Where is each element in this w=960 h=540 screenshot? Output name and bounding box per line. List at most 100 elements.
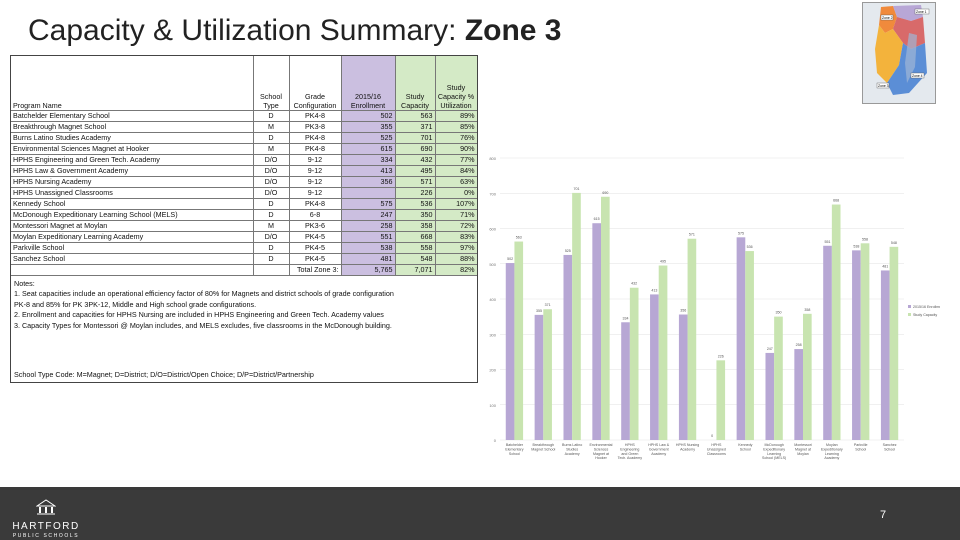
x-tick-label: Parkville School bbox=[854, 443, 868, 451]
utilization-cell: 77% bbox=[435, 154, 477, 166]
bar-value-label: 575 bbox=[738, 231, 744, 235]
program-cell: HPHS Unassigned Classrooms bbox=[11, 187, 254, 199]
map-label-box-3 bbox=[910, 72, 925, 79]
table-row: HPHS Unassigned Classrooms D/O 9-12 226 0% bbox=[11, 187, 477, 199]
legend-label: 2015/16 Enrollment bbox=[913, 305, 940, 309]
x-tick-label: HPHS Nursing Academy bbox=[676, 443, 699, 451]
y-tick-label: 600 bbox=[489, 227, 496, 232]
utilization-cell: 63% bbox=[435, 176, 477, 188]
table-row: Parkville School D PK4-5 538 558 97% bbox=[11, 242, 477, 254]
map-label-2: Zone 3 bbox=[878, 84, 889, 88]
grade-cell: PK3-6 bbox=[289, 220, 342, 232]
bar-value-label: 701 bbox=[573, 187, 579, 191]
bar-value-label: 247 bbox=[767, 347, 773, 351]
enrollment-cell bbox=[341, 187, 396, 199]
bar-enrollment bbox=[823, 245, 832, 440]
bar-value-label: 563 bbox=[516, 236, 522, 240]
bar-value-label: 495 bbox=[660, 260, 666, 264]
utilization-cell: 72% bbox=[435, 220, 477, 232]
header-enrollment: 2015/16 Enrollment bbox=[341, 56, 396, 111]
legend-swatch bbox=[908, 313, 911, 316]
program-cell: Sanchez School bbox=[11, 253, 254, 265]
capacity-cell: 226 bbox=[395, 187, 436, 199]
map-label-3: Zone 4 bbox=[912, 74, 923, 78]
bar-value-label: 413 bbox=[651, 288, 657, 292]
bar-enrollment bbox=[765, 352, 775, 440]
bar-capacity bbox=[572, 192, 581, 440]
grade-cell: PK4-5 bbox=[289, 253, 342, 265]
bar-value-label: 668 bbox=[833, 199, 839, 203]
enrollment-cell: 356 bbox=[341, 176, 396, 188]
capacity-cell: 668 bbox=[395, 231, 436, 243]
bar-value-label: 536 bbox=[747, 245, 753, 249]
enrollment-cell: 413 bbox=[341, 165, 396, 177]
y-tick-label: 800 bbox=[489, 156, 496, 161]
bar-capacity bbox=[687, 238, 697, 440]
enrollment-cell: 481 bbox=[341, 253, 396, 265]
utilization-cell: 0% bbox=[435, 187, 477, 199]
map-label-box-2 bbox=[876, 82, 890, 89]
summary-table-panel: Program Name School Type Grade Configura… bbox=[10, 55, 478, 383]
x-tick-label: Kennedy School bbox=[738, 443, 752, 451]
enrollment-cell: 247 bbox=[341, 209, 396, 221]
empty-cell bbox=[11, 263, 254, 276]
x-tick-label: Sanchez School bbox=[883, 443, 897, 451]
table-row: Batchelder Elementary School D PK4-8 502 563… bbox=[11, 110, 477, 122]
capacity-cell: 690 bbox=[395, 143, 436, 155]
type-cell: D/O bbox=[253, 176, 290, 188]
bar-value-label: 226 bbox=[718, 354, 724, 358]
map-label-0: Zone 1 bbox=[916, 10, 927, 14]
notes-heading: Notes: bbox=[14, 278, 35, 288]
table-row: HPHS Nursing Academy D/O 9-12 356 571 63% bbox=[11, 176, 477, 188]
type-cell: M bbox=[253, 143, 290, 155]
x-tick-label: Montessori Magnet at Moylan bbox=[794, 443, 812, 456]
bar-enrollment bbox=[592, 223, 601, 440]
grade-cell: 6-8 bbox=[289, 209, 342, 221]
map-label-box-0 bbox=[914, 8, 930, 15]
program-cell: McDonough Expeditionary Learning School … bbox=[11, 209, 254, 221]
bar-capacity bbox=[889, 246, 899, 440]
type-cell: D bbox=[253, 242, 290, 254]
x-tick-label: HPHS Engineering and Green Tech. Academy bbox=[618, 443, 643, 460]
chart-svg: 0 100 200 300 400 500 600 700 800 502 563 Batchelde… bbox=[489, 156, 944, 460]
table-row: Moylan Expeditionary Learning Academy D/O… bbox=[11, 231, 477, 243]
type-cell: M bbox=[253, 121, 290, 133]
bar-value-label: 334 bbox=[623, 316, 629, 320]
bar-enrollment bbox=[534, 314, 544, 440]
type-cell: D bbox=[253, 132, 290, 144]
bar-enrollment bbox=[650, 294, 659, 440]
utilization-cell: 83% bbox=[435, 231, 477, 243]
note-line: 2. Enrollment and capacities for HPHS Nu… bbox=[14, 310, 384, 320]
title-prefix: Capacity & Utilization Summary: bbox=[28, 14, 465, 47]
table-row: Burns Latino Studies Academy D PK4-8 525 701… bbox=[11, 132, 477, 144]
grade-cell: PK4-5 bbox=[289, 231, 342, 243]
grade-cell: PK4-8 bbox=[289, 143, 342, 155]
header-utilization: Study Capacity % Utilization bbox=[435, 56, 477, 111]
grade-cell: 9-12 bbox=[289, 176, 342, 188]
zone-map-graphic: Zone 2 Zone 1 Zone 3 Zone 4 bbox=[863, 3, 935, 103]
bar-capacity bbox=[543, 309, 552, 440]
grade-cell: PK3-8 bbox=[289, 121, 342, 133]
capacity-cell: 432 bbox=[395, 154, 436, 166]
enrollment-cell: 575 bbox=[341, 198, 396, 210]
total-row: Total Zone 3: 5,765 7,071 82% bbox=[11, 263, 477, 276]
utilization-cell: 88% bbox=[435, 253, 477, 265]
enrollment-cell: 525 bbox=[341, 132, 396, 144]
logo-word: HARTFORD bbox=[12, 521, 80, 532]
capacity-cell: 358 bbox=[395, 220, 436, 232]
bar-value-label: 690 bbox=[602, 191, 608, 195]
bar-capacity bbox=[658, 265, 668, 440]
note-line: PK-8 and 85% for PK 3PK-12, Middle and H… bbox=[14, 299, 257, 309]
bar-value-label: 615 bbox=[594, 217, 600, 221]
total-enrollment: 5,765 bbox=[341, 263, 396, 276]
x-tick-label: HPHS Unassigned Classrooms bbox=[707, 443, 726, 456]
table-row: Breakthrough Magnet School M PK3-8 355 371 85… bbox=[11, 121, 477, 133]
table-row: HPHS Engineering and Green Tech. Academy… bbox=[11, 154, 477, 166]
bar-value-label: 356 bbox=[680, 309, 686, 313]
program-cell: Moylan Expeditionary Learning Academy bbox=[11, 231, 254, 243]
grade-cell: 9-12 bbox=[289, 154, 342, 166]
table-row: Kennedy School D PK4-8 575 536 107% bbox=[11, 198, 477, 210]
bar-enrollment bbox=[505, 263, 515, 440]
type-cell: D bbox=[253, 253, 290, 265]
utilization-cell: 71% bbox=[435, 209, 477, 221]
